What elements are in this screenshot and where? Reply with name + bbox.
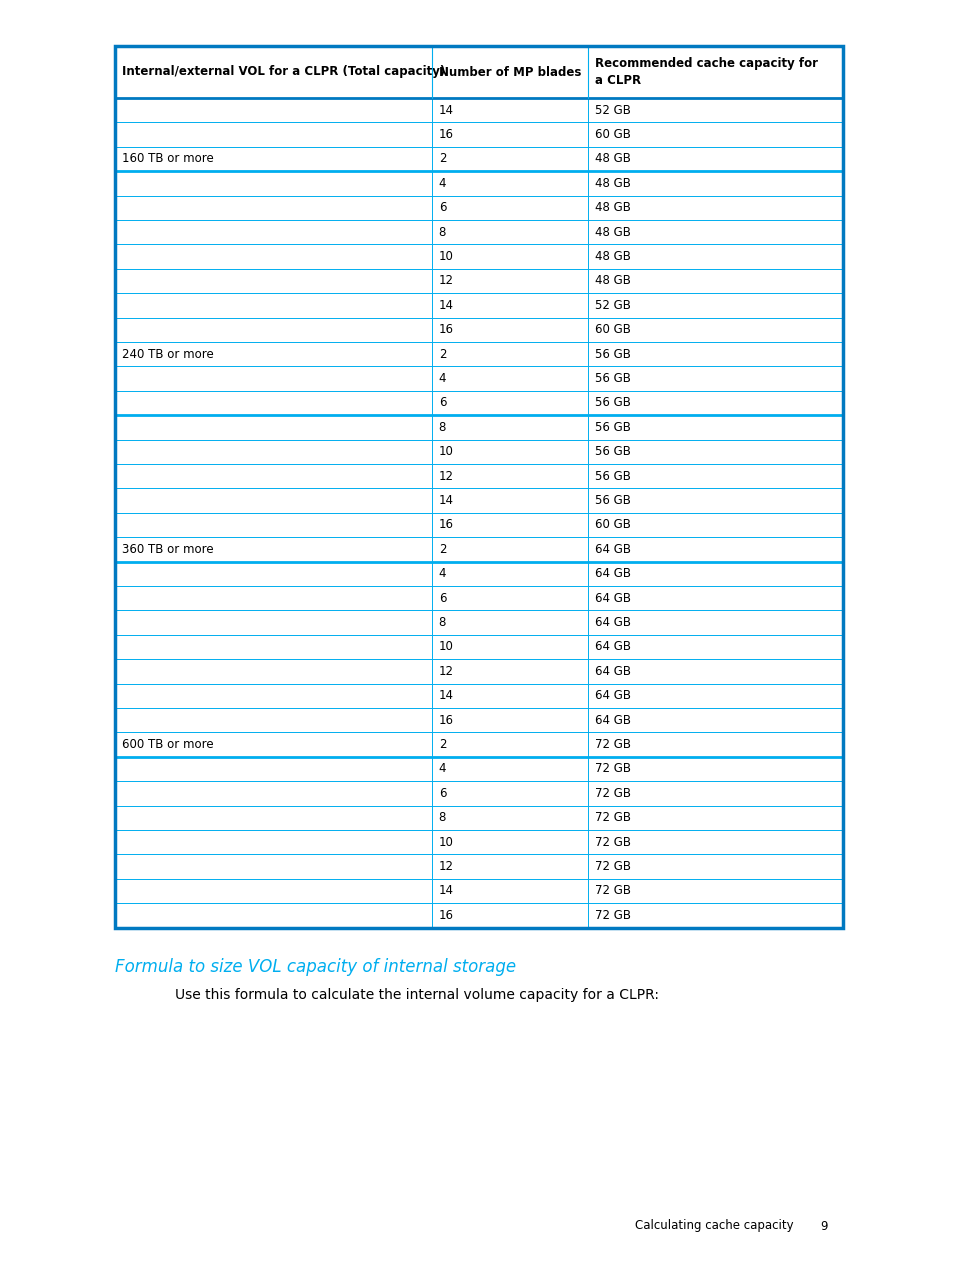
Text: 52 GB: 52 GB bbox=[595, 299, 631, 311]
Text: 2: 2 bbox=[438, 348, 446, 361]
Text: 56 GB: 56 GB bbox=[595, 470, 631, 483]
Text: Use this formula to calculate the internal volume capacity for a CLPR:: Use this formula to calculate the intern… bbox=[174, 988, 659, 1002]
Text: 4: 4 bbox=[438, 372, 446, 385]
Text: 4: 4 bbox=[438, 567, 446, 581]
Text: Recommended cache capacity for
a CLPR: Recommended cache capacity for a CLPR bbox=[595, 57, 818, 86]
Text: 72 GB: 72 GB bbox=[595, 763, 631, 775]
Text: 56 GB: 56 GB bbox=[595, 372, 631, 385]
Text: 64 GB: 64 GB bbox=[595, 714, 631, 727]
Text: Calculating cache capacity: Calculating cache capacity bbox=[635, 1219, 793, 1233]
Text: 12: 12 bbox=[438, 275, 454, 287]
Text: 64 GB: 64 GB bbox=[595, 592, 631, 605]
Text: 10: 10 bbox=[438, 836, 453, 849]
Text: 72 GB: 72 GB bbox=[595, 836, 631, 849]
Text: 160 TB or more: 160 TB or more bbox=[122, 153, 213, 165]
Text: 16: 16 bbox=[438, 323, 454, 337]
Text: 48 GB: 48 GB bbox=[595, 177, 631, 189]
Text: 72 GB: 72 GB bbox=[595, 787, 631, 799]
Text: 60 GB: 60 GB bbox=[595, 323, 631, 337]
Text: 48 GB: 48 GB bbox=[595, 275, 631, 287]
Text: 14: 14 bbox=[438, 689, 454, 703]
Text: 48 GB: 48 GB bbox=[595, 201, 631, 215]
Text: 60 GB: 60 GB bbox=[595, 519, 631, 531]
Text: 12: 12 bbox=[438, 860, 454, 873]
Text: 56 GB: 56 GB bbox=[595, 494, 631, 507]
Text: 56 GB: 56 GB bbox=[595, 445, 631, 459]
Text: 4: 4 bbox=[438, 763, 446, 775]
Text: 2: 2 bbox=[438, 543, 446, 555]
Text: 56 GB: 56 GB bbox=[595, 397, 631, 409]
Text: 56 GB: 56 GB bbox=[595, 421, 631, 433]
Text: 240 TB or more: 240 TB or more bbox=[122, 348, 213, 361]
Text: 64 GB: 64 GB bbox=[595, 567, 631, 581]
Text: 10: 10 bbox=[438, 250, 453, 263]
Text: 12: 12 bbox=[438, 665, 454, 677]
Text: 72 GB: 72 GB bbox=[595, 738, 631, 751]
Text: 6: 6 bbox=[438, 397, 446, 409]
Text: 16: 16 bbox=[438, 909, 454, 921]
Text: 10: 10 bbox=[438, 641, 453, 653]
Text: 60 GB: 60 GB bbox=[595, 128, 631, 141]
Text: 2: 2 bbox=[438, 738, 446, 751]
Text: 4: 4 bbox=[438, 177, 446, 189]
Text: 64 GB: 64 GB bbox=[595, 665, 631, 677]
Text: Formula to size VOL capacity of internal storage: Formula to size VOL capacity of internal… bbox=[115, 957, 516, 976]
Text: 14: 14 bbox=[438, 104, 454, 117]
Text: 12: 12 bbox=[438, 470, 454, 483]
Text: 14: 14 bbox=[438, 885, 454, 897]
Text: 10: 10 bbox=[438, 445, 453, 459]
Bar bbox=[115, 46, 842, 928]
Text: 16: 16 bbox=[438, 128, 454, 141]
Text: 48 GB: 48 GB bbox=[595, 250, 631, 263]
Text: 8: 8 bbox=[438, 616, 446, 629]
Text: 16: 16 bbox=[438, 714, 454, 727]
Text: 9: 9 bbox=[820, 1219, 826, 1233]
Text: 64 GB: 64 GB bbox=[595, 689, 631, 703]
Text: 72 GB: 72 GB bbox=[595, 909, 631, 921]
Text: 52 GB: 52 GB bbox=[595, 104, 631, 117]
Text: 14: 14 bbox=[438, 299, 454, 311]
Text: 64 GB: 64 GB bbox=[595, 543, 631, 555]
Text: 8: 8 bbox=[438, 811, 446, 825]
Text: 72 GB: 72 GB bbox=[595, 885, 631, 897]
Text: 64 GB: 64 GB bbox=[595, 641, 631, 653]
Text: Number of MP blades: Number of MP blades bbox=[438, 66, 580, 79]
Text: 48 GB: 48 GB bbox=[595, 226, 631, 239]
Text: 16: 16 bbox=[438, 519, 454, 531]
Text: Internal/external VOL for a CLPR (Total capacity): Internal/external VOL for a CLPR (Total … bbox=[122, 66, 445, 79]
Text: 14: 14 bbox=[438, 494, 454, 507]
Text: 72 GB: 72 GB bbox=[595, 811, 631, 825]
Text: 64 GB: 64 GB bbox=[595, 616, 631, 629]
Text: 8: 8 bbox=[438, 421, 446, 433]
Text: 6: 6 bbox=[438, 787, 446, 799]
Text: 6: 6 bbox=[438, 592, 446, 605]
Text: 72 GB: 72 GB bbox=[595, 860, 631, 873]
Text: 48 GB: 48 GB bbox=[595, 153, 631, 165]
Text: 600 TB or more: 600 TB or more bbox=[122, 738, 213, 751]
Text: 360 TB or more: 360 TB or more bbox=[122, 543, 213, 555]
Text: 2: 2 bbox=[438, 153, 446, 165]
Text: 6: 6 bbox=[438, 201, 446, 215]
Text: 8: 8 bbox=[438, 226, 446, 239]
Text: 56 GB: 56 GB bbox=[595, 348, 631, 361]
